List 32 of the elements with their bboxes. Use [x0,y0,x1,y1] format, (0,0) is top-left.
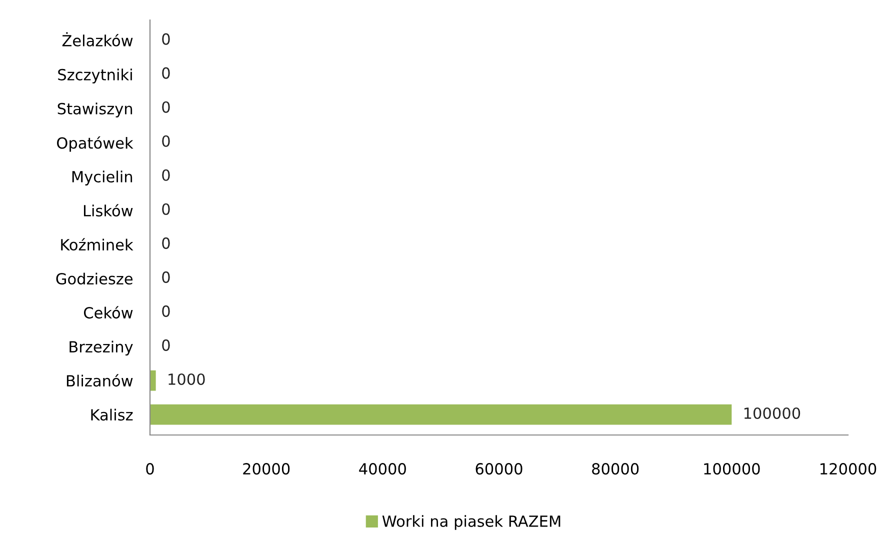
x-tick-label: 120000 [820,463,876,475]
y-tick-label: Żelazków [62,32,133,46]
data-label: 0 [162,67,170,79]
data-label: 0 [162,135,170,147]
y-tick-label: Blizanów [66,374,133,387]
data-label: 0 [162,101,170,113]
data-label: 0 [162,305,170,317]
x-tick-label: 100000 [704,463,760,475]
data-label: 0 [162,237,170,249]
y-tick-label: Brzeziny [70,340,133,356]
x-tick-label: 60000 [476,463,522,475]
y-tick-label: Mycielin [72,170,132,186]
data-label: 1000 [168,373,205,386]
legend-label: Worki na piasek RAZEM [382,515,560,530]
data-label: 100000 [744,407,800,420]
data-label: 0 [162,33,170,45]
y-tick-label: Godziesze [56,272,133,285]
x-tick-label: 0 [146,463,154,475]
y-tick-label: Stawiszyn [58,102,132,118]
data-label: 0 [162,169,170,181]
y-tick-label: Lisków [84,204,133,217]
y-tick-label: Koźminek [61,238,134,251]
x-tick-label: 40000 [359,463,406,475]
y-tick-label: Opatówek [57,136,134,152]
y-tick-label: Szczytniki [58,68,132,84]
x-tick-label: 80000 [592,463,639,475]
data-label: 0 [162,271,170,283]
x-tick-label: 20000 [243,463,290,475]
data-label: 0 [162,203,170,215]
data-label: 0 [162,339,170,351]
y-tick-label: Kalisz [91,408,133,421]
y-tick-label: Ceków [84,306,133,319]
